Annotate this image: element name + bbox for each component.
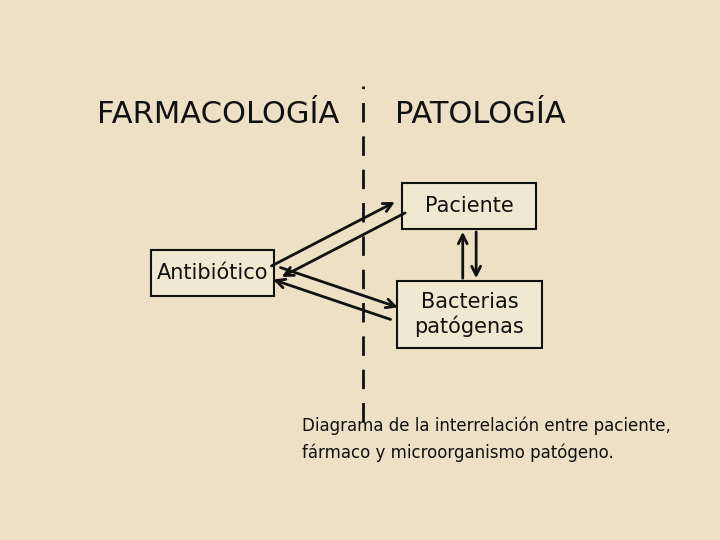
Text: Paciente: Paciente: [425, 196, 514, 216]
FancyBboxPatch shape: [402, 183, 536, 229]
FancyBboxPatch shape: [397, 281, 542, 348]
Text: Antibiótico: Antibiótico: [157, 262, 269, 283]
Text: Bacterias
patógenas: Bacterias patógenas: [415, 292, 524, 337]
Text: PATOLOGÍA: PATOLOGÍA: [395, 100, 566, 129]
FancyBboxPatch shape: [151, 250, 274, 295]
Text: FARMACOLOGÍA: FARMACOLOGÍA: [97, 100, 340, 129]
Text: Diagrama de la interrelación entre paciente,
fármaco y microorganismo patógeno.: Diagrama de la interrelación entre pacie…: [302, 416, 671, 462]
